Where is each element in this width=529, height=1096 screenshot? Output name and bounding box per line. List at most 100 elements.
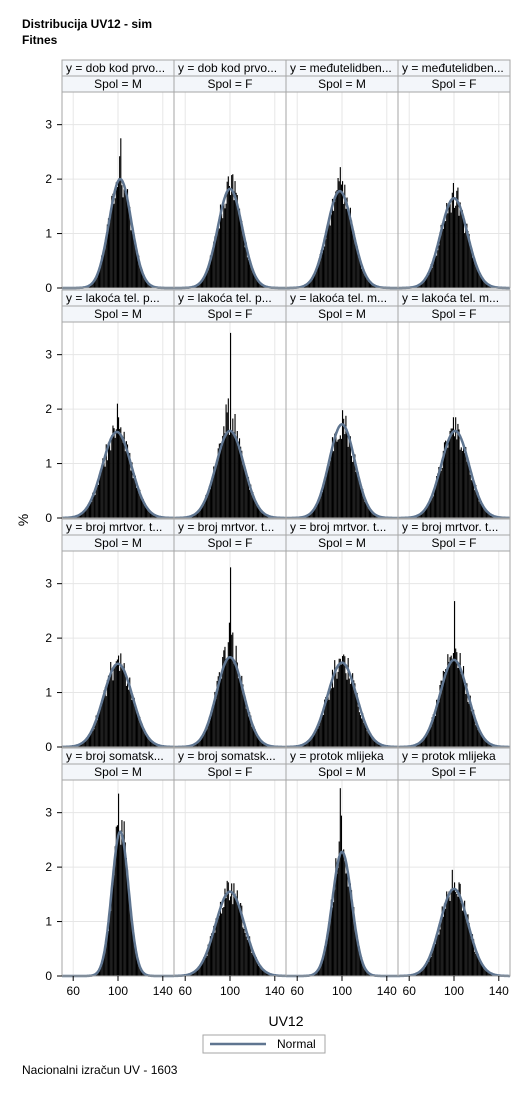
histogram-bar bbox=[473, 256, 475, 288]
histogram-bar bbox=[460, 211, 462, 288]
histogram-bar bbox=[352, 673, 354, 747]
histogram-bar bbox=[464, 900, 466, 976]
histogram-bar bbox=[81, 513, 83, 518]
histogram-bar bbox=[337, 439, 339, 518]
histogram-bar bbox=[357, 944, 359, 976]
histogram-bar bbox=[476, 952, 478, 976]
histogram-bar bbox=[243, 696, 245, 747]
histogram-bar bbox=[242, 684, 244, 747]
x-tick-label: 140 bbox=[489, 984, 509, 998]
histogram-bar bbox=[356, 692, 358, 747]
histogram-bar bbox=[79, 514, 82, 518]
histogram-bar bbox=[235, 192, 237, 288]
y-tick-label: 0 bbox=[45, 281, 52, 295]
histogram-bar bbox=[461, 674, 463, 747]
histogram-bar bbox=[235, 896, 237, 976]
histogram-bar bbox=[102, 255, 104, 288]
histogram-bar bbox=[122, 442, 124, 518]
histogram-bar bbox=[139, 266, 141, 288]
histogram-bar bbox=[488, 743, 490, 747]
histogram-bar bbox=[322, 249, 325, 288]
panel-3: y = međutelidben... Spol = M bbox=[285, 59, 399, 290]
histogram-bar bbox=[375, 741, 377, 747]
histogram-bar bbox=[443, 218, 446, 288]
histogram-bar bbox=[362, 963, 364, 976]
histogram-bar bbox=[115, 429, 117, 518]
histogram-bar bbox=[207, 490, 209, 518]
histogram-bar bbox=[200, 505, 202, 518]
histogram-bar bbox=[125, 857, 127, 976]
histogram-bar bbox=[336, 678, 338, 747]
histogram-bar bbox=[433, 942, 435, 976]
y-tick-label: 3 bbox=[45, 348, 52, 362]
histogram-bar bbox=[454, 436, 456, 518]
histogram-bar bbox=[460, 447, 462, 518]
histogram-bar bbox=[226, 412, 228, 518]
histogram-bar bbox=[250, 264, 252, 288]
histogram-bar bbox=[433, 711, 435, 747]
histogram-bar bbox=[380, 744, 382, 747]
histogram-bar bbox=[253, 953, 255, 976]
histogram-bar bbox=[314, 509, 316, 518]
histogram-bar bbox=[352, 229, 354, 288]
panel-trait-label: y = protok mlijeka bbox=[402, 749, 496, 763]
histogram-bar bbox=[121, 435, 123, 518]
histogram-bar bbox=[236, 890, 238, 976]
histogram-bar bbox=[476, 494, 478, 518]
histogram-bar bbox=[249, 712, 251, 747]
histogram-bar bbox=[488, 972, 490, 976]
histogram-bar bbox=[123, 431, 125, 518]
histogram-bar bbox=[468, 703, 470, 747]
histogram-bar bbox=[484, 509, 486, 518]
x-tick-label: 140 bbox=[153, 984, 173, 998]
histogram-bar bbox=[345, 208, 347, 288]
histogram-bar bbox=[373, 514, 375, 518]
histogram-bar bbox=[480, 501, 482, 518]
histogram-bar bbox=[225, 203, 227, 288]
histogram-bar bbox=[212, 937, 214, 976]
y-tick-label: 1 bbox=[45, 686, 52, 700]
panel-1: y = dob kod prvo... Spol = M 0 1 2 3 bbox=[45, 59, 175, 295]
histogram-bar bbox=[365, 969, 367, 976]
histogram-bar bbox=[91, 501, 93, 518]
histogram-bar bbox=[448, 661, 450, 747]
histogram-bar bbox=[347, 886, 349, 976]
histogram-bar bbox=[327, 224, 329, 288]
histogram-bar bbox=[467, 701, 469, 747]
histogram-bar bbox=[246, 939, 248, 976]
histogram-bar bbox=[206, 271, 208, 288]
histogram-bar bbox=[217, 225, 219, 288]
histogram-bar bbox=[230, 896, 232, 976]
y-tick-label: 2 bbox=[45, 402, 52, 416]
histogram-bar bbox=[462, 909, 465, 976]
histogram-bar bbox=[334, 660, 336, 747]
histogram-bar bbox=[133, 942, 135, 976]
histogram-bar bbox=[355, 471, 357, 518]
histogram-bar bbox=[218, 915, 220, 976]
histogram-bar bbox=[457, 187, 459, 288]
histogram-bar bbox=[348, 678, 350, 747]
histogram-bar bbox=[346, 679, 348, 747]
histogram-bar bbox=[455, 205, 457, 288]
histogram-bar bbox=[366, 506, 368, 518]
histogram-bar bbox=[309, 280, 311, 288]
histogram-bar bbox=[264, 970, 266, 976]
histogram-bar bbox=[255, 278, 257, 288]
histogram-bars bbox=[409, 601, 498, 747]
histogram-bar bbox=[483, 507, 485, 518]
histogram-bar bbox=[428, 730, 430, 747]
histogram-bar bbox=[242, 927, 244, 976]
histogram-bar bbox=[308, 740, 310, 747]
histogram-bar bbox=[260, 510, 262, 518]
histogram-bar bbox=[234, 662, 236, 747]
histogram-bar bbox=[471, 480, 474, 518]
histogram-bar bbox=[417, 973, 419, 976]
histogram-bar bbox=[423, 736, 425, 747]
histogram-bar bbox=[344, 656, 346, 747]
histogram-bar bbox=[122, 669, 124, 747]
histogram-bar bbox=[224, 646, 226, 747]
histogram-bar bbox=[456, 893, 458, 976]
histogram-bar bbox=[310, 513, 312, 518]
histogram-bar bbox=[458, 215, 460, 288]
